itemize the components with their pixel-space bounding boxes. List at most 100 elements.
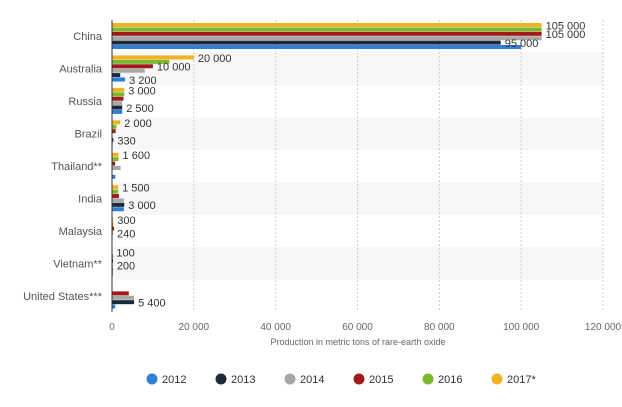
category-label: Thailand** bbox=[51, 161, 102, 173]
bar-2016[interactable] bbox=[112, 157, 119, 162]
x-tick-label: 120 000 bbox=[585, 322, 622, 333]
category-label: Vietnam** bbox=[53, 258, 102, 270]
category-label: Australia bbox=[59, 64, 103, 76]
data-label: 330 bbox=[117, 135, 135, 147]
bar-2015[interactable] bbox=[112, 291, 129, 296]
data-label: 3 000 bbox=[128, 200, 156, 212]
legend-item[interactable]: 2015 bbox=[353, 373, 394, 387]
x-tick-label: 80 000 bbox=[424, 322, 455, 333]
bar-2015[interactable] bbox=[112, 258, 114, 263]
x-tick-label: 60 000 bbox=[342, 322, 373, 333]
data-label: 3 200 bbox=[129, 75, 157, 87]
bar-2015[interactable] bbox=[112, 31, 542, 36]
data-label: 1 500 bbox=[122, 183, 150, 195]
legend-marker bbox=[215, 373, 227, 385]
bar-2016[interactable] bbox=[112, 254, 114, 259]
bar-2012[interactable] bbox=[112, 77, 126, 82]
bar-2015[interactable] bbox=[112, 64, 153, 69]
legend-marker bbox=[353, 373, 365, 385]
x-axis-ticks: 0 20 000 40 000 60 000 80 000 100 000 120 000 bbox=[109, 322, 621, 333]
bar-2016[interactable] bbox=[112, 59, 170, 64]
category-label: Russia bbox=[68, 96, 103, 108]
bar-2014[interactable] bbox=[112, 295, 135, 300]
bar-2016[interactable] bbox=[112, 189, 119, 194]
data-label: 2 000 bbox=[124, 118, 152, 130]
bar-2016[interactable] bbox=[112, 222, 114, 227]
data-label: 20 000 bbox=[198, 53, 232, 65]
data-label: 2 500 bbox=[126, 103, 154, 115]
bar-2017star[interactable] bbox=[112, 217, 114, 222]
category-labels: China Australia Russia Brazil Thailand** Indi… bbox=[23, 31, 103, 303]
legend-item[interactable]: 2017* bbox=[491, 373, 537, 387]
data-label: 1 600 bbox=[123, 150, 151, 162]
bar-2012[interactable] bbox=[112, 174, 116, 179]
legend-marker bbox=[491, 373, 503, 385]
legend-label: 2017* bbox=[507, 374, 536, 386]
legend-item[interactable]: 2012 bbox=[146, 373, 187, 387]
x-tick-label: 100 000 bbox=[503, 322, 540, 333]
x-tick-label: 0 bbox=[109, 322, 115, 333]
legend-label: 2016 bbox=[438, 374, 462, 386]
data-label: 100 bbox=[116, 248, 134, 260]
data-label: 105 000 bbox=[546, 29, 586, 41]
bar-2014[interactable] bbox=[112, 166, 121, 170]
bar-2014[interactable] bbox=[112, 101, 123, 106]
bars bbox=[112, 23, 542, 309]
bar-2017star[interactable] bbox=[112, 87, 125, 92]
legend-item[interactable]: 2016 bbox=[422, 373, 463, 387]
data-label: 240 bbox=[117, 228, 135, 240]
row-band bbox=[112, 247, 603, 280]
legend-item[interactable]: 2014 bbox=[284, 373, 325, 387]
category-label: India bbox=[78, 193, 103, 205]
bar-2012[interactable] bbox=[112, 109, 123, 114]
bar-2015[interactable] bbox=[112, 226, 115, 231]
bar-2013[interactable] bbox=[112, 137, 114, 142]
gridlines bbox=[193, 20, 604, 312]
bar-2012[interactable] bbox=[112, 207, 124, 212]
bar-2014[interactable] bbox=[112, 68, 145, 73]
bar-2014[interactable] bbox=[112, 198, 124, 203]
bar-2015[interactable] bbox=[112, 129, 116, 134]
bar-2012[interactable] bbox=[112, 304, 116, 309]
bar-2013[interactable] bbox=[112, 40, 501, 45]
legend-label: 2015 bbox=[369, 374, 393, 386]
bar-2017star[interactable] bbox=[112, 185, 119, 190]
bar-2017star[interactable] bbox=[112, 152, 119, 157]
data-label: 200 bbox=[117, 261, 135, 273]
bar-2017star[interactable] bbox=[112, 23, 542, 28]
bar-2012[interactable] bbox=[112, 45, 522, 50]
legend-marker bbox=[422, 373, 434, 385]
legend-item[interactable]: 2013 bbox=[215, 373, 256, 387]
bar-2013[interactable] bbox=[112, 202, 125, 207]
x-tick-label: 40 000 bbox=[260, 322, 291, 333]
legend-label: 2013 bbox=[231, 374, 255, 386]
category-label: Malaysia bbox=[59, 226, 103, 238]
category-label: China bbox=[73, 31, 103, 43]
legend-label: 2012 bbox=[162, 374, 186, 386]
x-tick-label: 20 000 bbox=[179, 322, 210, 333]
category-label: Brazil bbox=[74, 129, 102, 141]
bar-2016[interactable] bbox=[112, 92, 125, 97]
bar-2015[interactable] bbox=[112, 96, 124, 101]
bar-2016[interactable] bbox=[112, 27, 542, 32]
bar-2013[interactable] bbox=[112, 105, 123, 110]
data-label: 300 bbox=[117, 215, 135, 227]
bar-2014[interactable] bbox=[112, 36, 542, 41]
legend[interactable]: 2012 2013 2014 2015 2016 2017* bbox=[146, 373, 537, 387]
legend-marker bbox=[146, 373, 158, 385]
legend-label: 2014 bbox=[300, 374, 324, 386]
bar-2013[interactable] bbox=[112, 300, 135, 305]
bar-2015[interactable] bbox=[112, 161, 116, 166]
bar-2016[interactable] bbox=[112, 124, 117, 129]
x-axis-title: Production in metric tons of rare-earth … bbox=[270, 337, 445, 347]
bar-2017star[interactable] bbox=[112, 120, 121, 125]
bar-2017star[interactable] bbox=[112, 55, 194, 60]
data-label: 5 400 bbox=[138, 298, 166, 310]
data-label: 105 000 bbox=[546, 20, 586, 32]
data-label: 3 000 bbox=[128, 85, 156, 97]
bar-2015[interactable] bbox=[112, 194, 119, 199]
legend-marker bbox=[284, 373, 296, 385]
bar-2013[interactable] bbox=[112, 73, 121, 78]
